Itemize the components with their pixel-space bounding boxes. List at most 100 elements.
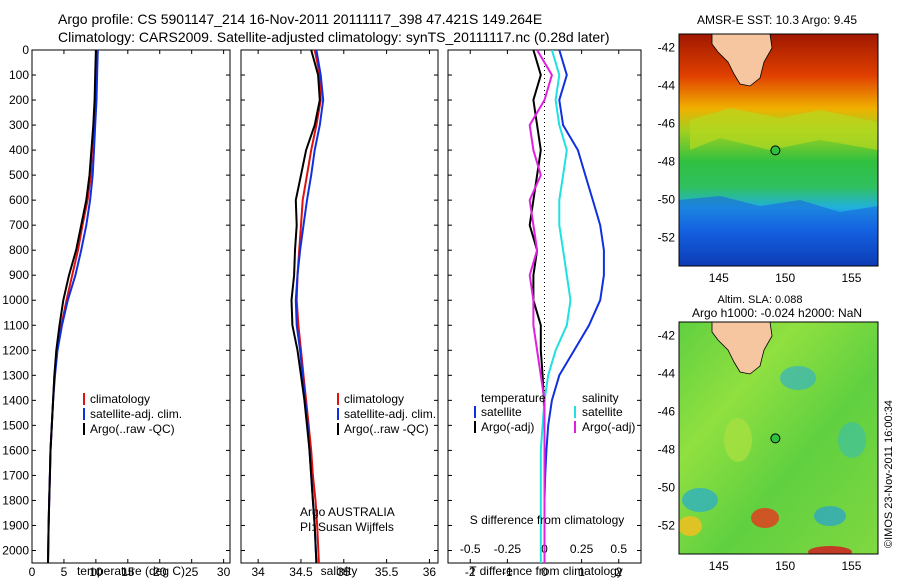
sst-map-frame: [678, 33, 879, 267]
y-tick-label: 1300: [2, 368, 29, 382]
sst-cold-patch: [679, 196, 878, 266]
sla-map-title-line1: Altim. SLA: 0.088: [718, 294, 803, 306]
legend-label-t-satellite: satellite: [481, 405, 522, 419]
legend-label-s-argo: Argo(-adj): [582, 420, 635, 434]
y-tick-label: 1000: [2, 293, 29, 307]
difference-legend-temperature: temperature satellite Argo(-adj): [474, 391, 546, 434]
map-y-tick-label: -44: [658, 366, 676, 380]
sla-blob: [838, 422, 866, 458]
x-tick-label-top: -0.25: [494, 542, 522, 556]
sla-blob: [724, 418, 752, 462]
series-line-argo-raw-qc: [47, 50, 97, 563]
y-tick-label: 600: [9, 193, 29, 207]
sla-map-title-line2: Argo h1000: -0.024 h2000: NaN: [692, 306, 862, 320]
map-x-tick-label: 145: [709, 271, 729, 285]
x-tick-label: 0: [541, 565, 548, 579]
x-tick-label: 25: [185, 565, 199, 579]
y-tick-label: 1900: [2, 518, 29, 532]
temperature-legend: climatology satellite-adj. clim. Argo(..…: [83, 392, 182, 436]
argo-country-annotation: Argo AUSTRALIA: [300, 505, 395, 519]
argo-pi-annotation: PI: Susan Wijffels: [300, 520, 394, 534]
x-tick-label: 30: [217, 565, 231, 579]
map-x-tick-label: 150: [775, 559, 795, 573]
map-y-tick-label: -48: [658, 154, 676, 168]
salinity-legend: climatology satellite-adj. clim. Argo(..…: [337, 392, 436, 436]
map-y-tick-label: -46: [658, 116, 676, 130]
sla-blob: [780, 366, 816, 390]
series-lines: [47, 50, 605, 563]
salinity-panel: [240, 49, 439, 564]
credit-stamp: ©IMOS 23-Nov-2011 16:00:34: [883, 400, 895, 548]
axis-ticks: 0 5 10 15 20 25 300100200300400500600700800900…: [2, 34, 878, 579]
difference-legend-salinity: salinity satellite Argo(-adj): [574, 391, 635, 434]
map-x-tick-label: 155: [841, 559, 861, 573]
y-tick-label: 1700: [2, 468, 29, 482]
sst-map: [679, 34, 878, 266]
legend-label-climatology: climatology: [344, 392, 404, 406]
x-tick-label: -2: [465, 565, 476, 579]
legend-label-argo: Argo(..raw -QC): [344, 422, 429, 436]
map-y-tick-label: -44: [658, 78, 676, 92]
y-tick-label: 900: [9, 268, 29, 282]
sla-map-frame: [678, 321, 879, 555]
series-line-argo-raw-qc: [290, 50, 321, 563]
sla-map: [679, 322, 878, 554]
map-x-tick-label: 150: [775, 271, 795, 285]
map-y-tick-label: -52: [658, 518, 676, 532]
map-y-tick-label: -50: [658, 480, 676, 494]
x-tick-label: 34: [251, 565, 265, 579]
y-tick-label: 500: [9, 168, 29, 182]
legend-label-satellite: satellite-adj. clim.: [344, 407, 436, 421]
legend-label-t-argo: Argo(-adj): [481, 420, 534, 434]
map-y-tick-label: -52: [658, 230, 676, 244]
x-tick-label: 15: [121, 565, 135, 579]
salinity-xlabel: salinity: [321, 564, 358, 578]
map-y-tick-label: -48: [658, 442, 676, 456]
series-line-t-satellite: [543, 50, 605, 563]
argo-position-marker: [770, 433, 781, 444]
sla-blob: [682, 488, 718, 512]
y-tick-label: 1500: [2, 418, 29, 432]
y-tick-label: 700: [9, 218, 29, 232]
x-tick-label: 35: [337, 565, 351, 579]
tasmania-land: [711, 322, 773, 375]
legend-label-s-satellite: satellite: [582, 405, 623, 419]
legend-label-climatology: climatology: [90, 392, 150, 406]
difference-xlabel-top: S difference from climatology: [470, 513, 625, 527]
y-tick-label: 100: [9, 68, 29, 82]
legend-label-argo: Argo(..raw -QC): [90, 422, 175, 436]
x-tick-label-top: 0.5: [610, 542, 627, 556]
sla-blob: [814, 506, 846, 526]
y-tick-label: 1100: [3, 318, 29, 332]
sla-blob: [808, 546, 852, 554]
temperature-xlabel: temperature (deg C): [77, 564, 185, 578]
y-tick-label: 0: [22, 43, 29, 57]
y-tick-label: 1400: [2, 393, 29, 407]
x-tick-label: 35.5: [375, 565, 399, 579]
y-tick-label: 300: [9, 118, 29, 132]
sla-blob: [679, 516, 702, 536]
map-x-tick-label: 155: [841, 271, 861, 285]
y-tick-label: 200: [9, 93, 29, 107]
x-tick-label-top: -0.5: [460, 542, 481, 556]
x-tick-label: 36: [423, 565, 437, 579]
map-x-tick-label: 145: [709, 559, 729, 573]
map-y-tick-label: -50: [658, 192, 676, 206]
x-tick-label: 0: [29, 565, 36, 579]
map-y-tick-label: -46: [658, 404, 676, 418]
tasmania-land: [711, 34, 773, 87]
header-line1: Argo profile: CS 5901147_214 16-Nov-2011…: [58, 11, 542, 27]
series-line-s-argo-adj: [528, 50, 553, 563]
y-tick-label: 1200: [2, 343, 29, 357]
y-tick-label: 800: [9, 243, 29, 257]
y-tick-label: 1600: [2, 443, 29, 457]
x-tick-label: 34.5: [289, 565, 313, 579]
legend-title-temperature: temperature: [481, 391, 546, 405]
difference-xlabel: T difference from climatology: [469, 564, 623, 578]
x-tick-label-top: 0.25: [570, 542, 594, 556]
x-tick-label: 20: [153, 565, 167, 579]
sst-map-title: AMSR-E SST: 10.3 Argo: 9.45: [697, 13, 857, 27]
y-tick-label: 400: [9, 143, 29, 157]
legend-title-salinity: salinity: [582, 391, 619, 405]
